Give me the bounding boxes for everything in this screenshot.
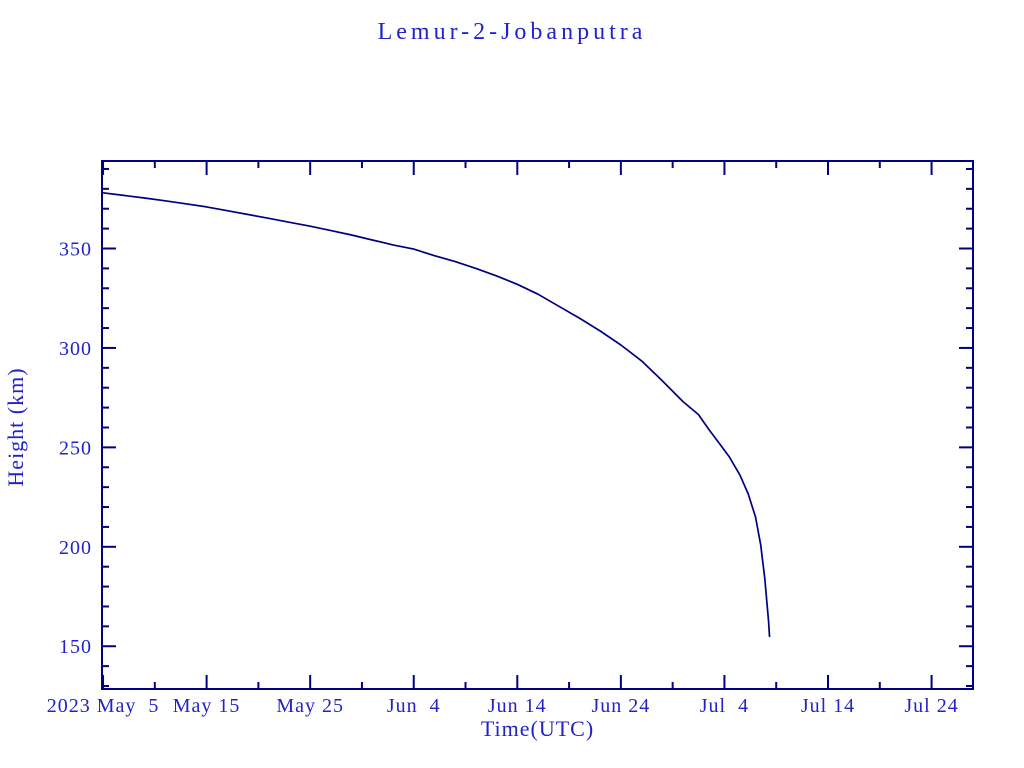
x-tick-label: Jun 4	[387, 695, 441, 717]
x-axis-title: Time(UTC)	[480, 716, 595, 741]
plot-frame	[101, 160, 974, 690]
x-tick-label: 2023 May 5	[47, 695, 160, 717]
y-tick-label: 250	[59, 437, 92, 459]
x-tick-label: May 25	[276, 695, 344, 717]
y-axis-title: Height (km)	[3, 367, 28, 487]
x-tick-label: Jul 14	[801, 695, 855, 717]
y-tick-label: 300	[59, 338, 92, 360]
x-tick-label: Jun 14	[488, 695, 547, 717]
x-tick-label: Jun 24	[591, 695, 650, 717]
chart-title: Lemur-2-Jobanputra	[377, 19, 647, 45]
y-tick-label: 150	[59, 636, 92, 658]
y-tick-label: 200	[59, 537, 92, 559]
x-tick-label: Jul 24	[904, 695, 958, 717]
x-tick-label: Jul 4	[700, 695, 749, 717]
x-tick-label: May 15	[173, 695, 241, 717]
height-decay-curve	[101, 191, 771, 638]
y-tick-label: 350	[59, 239, 92, 261]
